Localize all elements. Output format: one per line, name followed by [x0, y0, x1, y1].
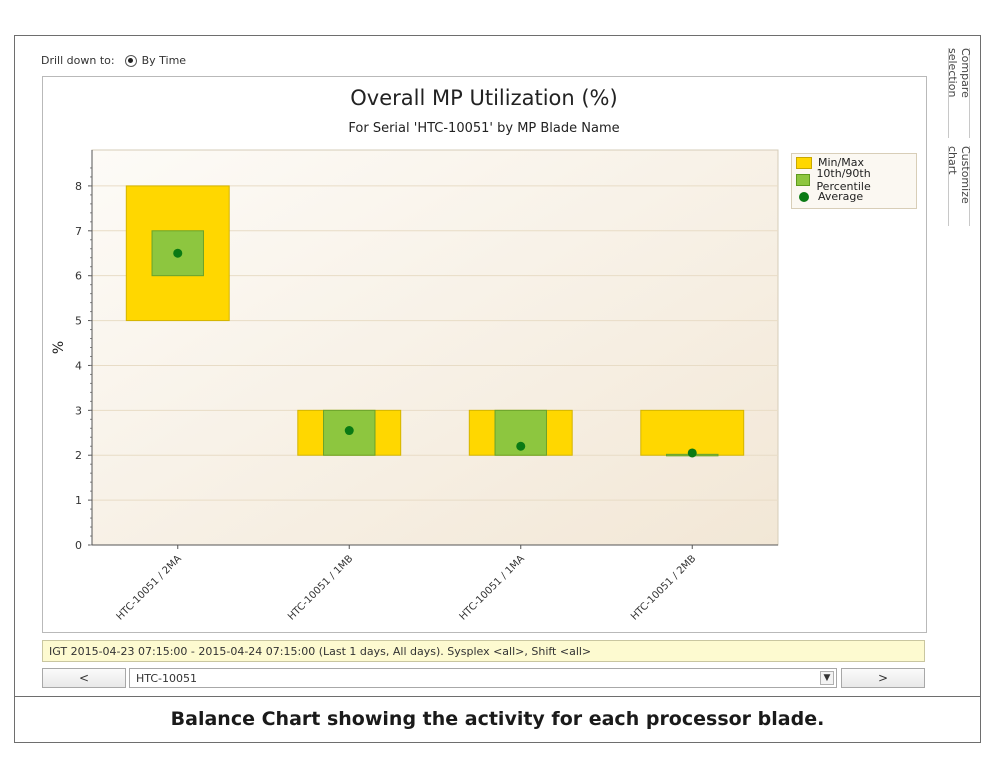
x-tick-label: HTC-10051 / 1MB — [286, 553, 355, 622]
app-area: Drill down to: By Time Overall MP Utiliz… — [15, 36, 980, 697]
by-time-radio[interactable]: By Time — [124, 54, 187, 67]
drill-down-label: Drill down to: — [41, 54, 115, 67]
legend-label-minmax: Min/Max — [818, 156, 864, 169]
legend-label-average: Average — [818, 190, 864, 203]
legend-item-minmax: Min/Max — [792, 154, 916, 171]
next-button[interactable]: > — [841, 668, 925, 688]
y-tick-label: 5 — [75, 315, 82, 328]
minmax-bar — [640, 409, 745, 456]
average-point — [516, 441, 526, 451]
percentile-swatch — [796, 173, 811, 186]
y-tick-label: 3 — [75, 404, 82, 417]
chevron-down-icon[interactable]: ▼ — [820, 671, 834, 685]
time-range-info: IGT 2015-04-23 07:15:00 - 2015-04-24 07:… — [42, 640, 925, 662]
y-tick-label: 1 — [75, 494, 82, 507]
chart-title: Overall MP Utilization (%) — [350, 86, 617, 110]
legend-label-percentile: 10th/90th Percentile — [816, 166, 871, 193]
serial-dropdown[interactable]: HTC-10051 ▼ — [129, 668, 837, 688]
x-tick-label: HTC-10051 / 2MB — [629, 553, 698, 622]
tab-compare-label: Compare selection — [946, 48, 972, 98]
y-tick-label: 4 — [75, 359, 82, 372]
drill-down-bar: Drill down to: By Time — [41, 54, 186, 67]
tab-customize-chart[interactable]: Customize chart — [946, 146, 972, 226]
navigation-row: < HTC-10051 ▼ > — [42, 668, 925, 688]
chart-legend: Min/Max 10th/90th Percentile Average — [791, 153, 917, 209]
legend-item-percentile: 10th/90th Percentile — [792, 167, 916, 193]
chart-subtitle: For Serial 'HTC-10051' by MP Blade Name — [348, 121, 619, 136]
serial-dropdown-value: HTC-10051 — [136, 672, 197, 685]
x-tick-label: HTC-10051 / 1MA — [458, 553, 527, 622]
figure-caption: Balance Chart showing the activity for e… — [170, 708, 825, 730]
y-tick-label: 6 — [75, 270, 82, 283]
y-tick-label: 8 — [75, 180, 82, 193]
x-tick-label: HTC-10051 / 2MA — [115, 553, 184, 622]
previous-button[interactable]: < — [42, 668, 126, 688]
tab-customize-label: Customize chart — [946, 146, 972, 204]
minmax-swatch — [796, 156, 812, 169]
radio-selected-icon — [124, 54, 137, 67]
legend-item-average: Average — [792, 188, 916, 205]
y-tick-label: 0 — [75, 539, 82, 552]
y-tick-label: 7 — [75, 225, 82, 238]
figure-frame: Drill down to: By Time Overall MP Utiliz… — [14, 35, 981, 743]
average-point — [173, 248, 183, 258]
chart-svg: Overall MP Utilization (%) For Serial 'HT… — [51, 86, 779, 623]
by-time-label: By Time — [141, 54, 187, 67]
average-marker-icon — [799, 191, 809, 202]
average-point — [687, 448, 697, 458]
tab-compare-selection[interactable]: Compare selection — [946, 48, 972, 138]
chart-panel: Overall MP Utilization (%) For Serial 'HT… — [42, 76, 927, 633]
average-point — [344, 426, 354, 436]
y-tick-label: 2 — [75, 449, 82, 462]
y-axis-label: % — [51, 341, 67, 354]
